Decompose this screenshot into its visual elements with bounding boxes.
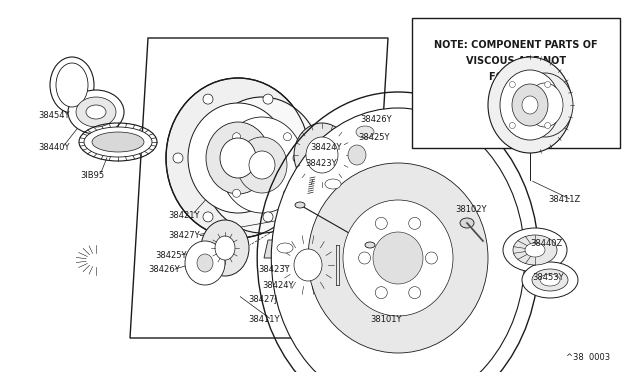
- Ellipse shape: [525, 243, 545, 257]
- Ellipse shape: [50, 57, 94, 113]
- Text: 38411Z: 38411Z: [548, 196, 580, 205]
- Ellipse shape: [500, 70, 560, 140]
- Ellipse shape: [325, 179, 341, 189]
- Text: 38424Y: 38424Y: [310, 144, 342, 153]
- Text: 38102Y: 38102Y: [455, 205, 486, 215]
- Text: 3lB95: 3lB95: [80, 170, 104, 180]
- Ellipse shape: [375, 287, 387, 299]
- Ellipse shape: [375, 217, 387, 230]
- Ellipse shape: [202, 97, 322, 233]
- Text: NOTE: COMPONENT PARTS OF: NOTE: COMPONENT PARTS OF: [434, 40, 598, 50]
- Ellipse shape: [188, 103, 288, 213]
- Text: 38427J: 38427J: [248, 295, 277, 305]
- Ellipse shape: [173, 153, 183, 163]
- Text: 38425Y: 38425Y: [155, 250, 186, 260]
- Ellipse shape: [166, 78, 310, 238]
- Polygon shape: [310, 175, 355, 195]
- Ellipse shape: [237, 137, 287, 193]
- Text: 38101Y: 38101Y: [370, 315, 401, 324]
- Ellipse shape: [308, 163, 488, 353]
- Text: 38453Y: 38453Y: [532, 273, 564, 282]
- Ellipse shape: [409, 287, 420, 299]
- Ellipse shape: [306, 137, 338, 173]
- Ellipse shape: [517, 73, 573, 137]
- Ellipse shape: [460, 218, 474, 228]
- Ellipse shape: [220, 117, 304, 213]
- Ellipse shape: [426, 252, 438, 264]
- Ellipse shape: [56, 63, 88, 107]
- Ellipse shape: [203, 212, 213, 222]
- Ellipse shape: [263, 94, 273, 104]
- Ellipse shape: [76, 97, 116, 127]
- Ellipse shape: [284, 133, 291, 141]
- Text: 38454Y: 38454Y: [38, 110, 70, 119]
- Ellipse shape: [522, 96, 538, 114]
- Ellipse shape: [185, 241, 225, 285]
- Ellipse shape: [201, 220, 249, 276]
- Ellipse shape: [540, 274, 560, 286]
- Bar: [412, 18, 620, 148]
- Ellipse shape: [295, 202, 305, 208]
- Text: 38426Y: 38426Y: [148, 266, 180, 275]
- Ellipse shape: [206, 122, 270, 194]
- Ellipse shape: [373, 232, 423, 284]
- Text: ^38  0003: ^38 0003: [566, 353, 610, 362]
- Ellipse shape: [358, 252, 371, 264]
- Text: 38425Y: 38425Y: [358, 134, 390, 142]
- Ellipse shape: [527, 83, 563, 127]
- Text: 38424Y: 38424Y: [262, 280, 294, 289]
- Text: 38421Y: 38421Y: [168, 211, 200, 219]
- Ellipse shape: [282, 235, 334, 295]
- Ellipse shape: [337, 131, 377, 179]
- Ellipse shape: [84, 127, 152, 157]
- Ellipse shape: [68, 90, 124, 134]
- Ellipse shape: [509, 81, 515, 87]
- Ellipse shape: [86, 105, 106, 119]
- Ellipse shape: [356, 126, 374, 138]
- Ellipse shape: [522, 262, 578, 298]
- Ellipse shape: [545, 81, 550, 87]
- Ellipse shape: [509, 122, 515, 128]
- Text: 38423Y: 38423Y: [258, 266, 290, 275]
- Ellipse shape: [348, 145, 366, 165]
- Ellipse shape: [232, 189, 241, 197]
- Ellipse shape: [488, 57, 572, 153]
- Text: 38411Y: 38411Y: [248, 315, 280, 324]
- Ellipse shape: [545, 122, 550, 128]
- Ellipse shape: [197, 254, 213, 272]
- Ellipse shape: [347, 120, 383, 144]
- Ellipse shape: [92, 132, 144, 152]
- Text: 38440Z: 38440Z: [530, 238, 563, 247]
- Ellipse shape: [232, 133, 241, 141]
- Ellipse shape: [365, 242, 375, 248]
- Ellipse shape: [277, 243, 293, 253]
- Ellipse shape: [409, 217, 420, 230]
- Ellipse shape: [503, 228, 567, 272]
- Ellipse shape: [294, 249, 322, 281]
- Ellipse shape: [271, 108, 525, 372]
- Text: FOR SALE: FOR SALE: [490, 72, 543, 82]
- Ellipse shape: [512, 84, 548, 126]
- Ellipse shape: [249, 151, 275, 179]
- Ellipse shape: [294, 123, 350, 187]
- Ellipse shape: [263, 212, 273, 222]
- Ellipse shape: [284, 189, 291, 197]
- Ellipse shape: [532, 269, 568, 291]
- Ellipse shape: [215, 236, 235, 260]
- Ellipse shape: [343, 200, 453, 316]
- Text: VISCOUS ARE NOT: VISCOUS ARE NOT: [466, 56, 566, 66]
- Ellipse shape: [293, 153, 303, 163]
- Polygon shape: [264, 240, 306, 258]
- Text: 38423Y: 38423Y: [305, 158, 337, 167]
- Ellipse shape: [513, 235, 557, 265]
- Text: 38427Y–: 38427Y–: [168, 231, 204, 240]
- Text: 38426Y: 38426Y: [360, 115, 392, 125]
- Text: 38440Y: 38440Y: [38, 144, 70, 153]
- Ellipse shape: [220, 138, 256, 178]
- Ellipse shape: [203, 94, 213, 104]
